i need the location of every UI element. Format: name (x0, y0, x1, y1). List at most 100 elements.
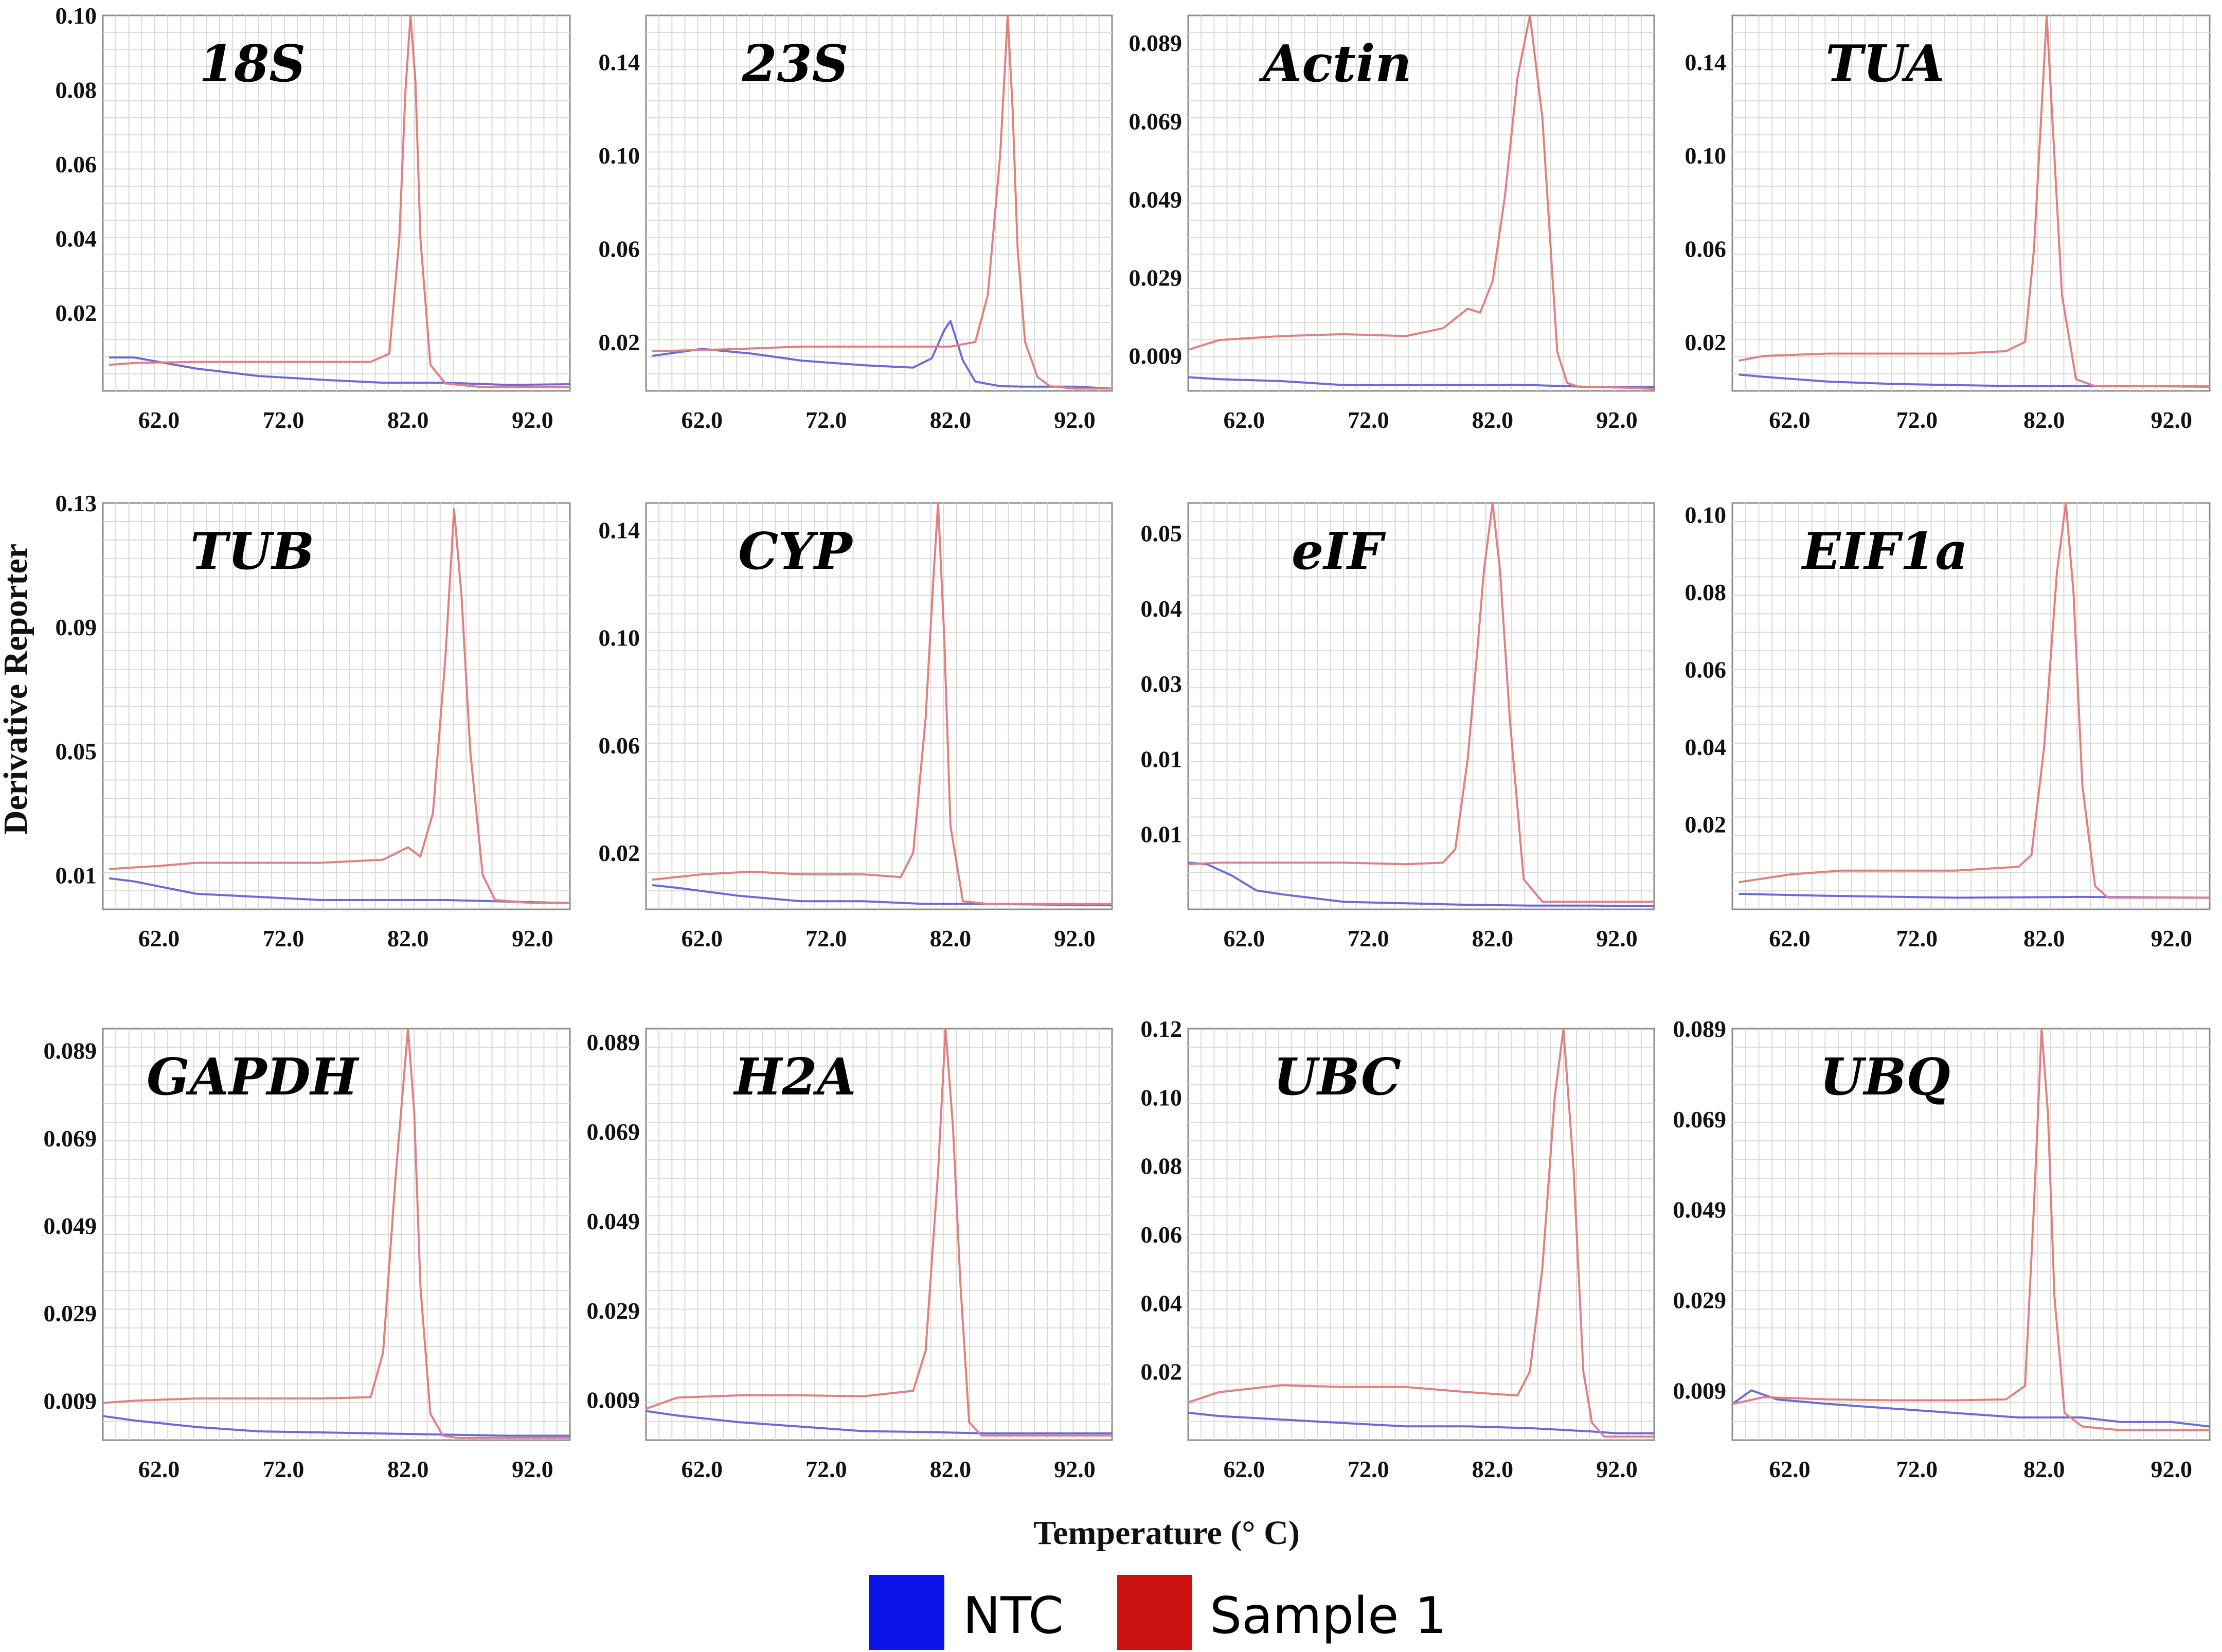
x-tick-label: 82.0 (2023, 407, 2065, 433)
gridlines (103, 15, 570, 391)
series-ntc (652, 320, 1113, 390)
y-tick-label: 0.029 (1673, 1287, 1727, 1313)
panel-h2a: 0.089 0.069 0.049 0.029 0.009 62.0 72.0 82.0 92.… (587, 1028, 1113, 1482)
y-tick-label: 0.009 (587, 1387, 640, 1413)
y-tick-label: 0.10 (599, 625, 640, 651)
y-tick-label: 0.06 (1141, 1222, 1182, 1248)
y-tick-label: 0.10 (1141, 1084, 1182, 1110)
y-tick-label: 0.089 (1673, 1016, 1727, 1042)
y-tick-label: 0.14 (1685, 49, 1727, 76)
gridlines (103, 1029, 570, 1440)
gridlines (646, 503, 1112, 909)
y-tick-label: 0.10 (599, 142, 640, 169)
series-ntc (646, 1410, 1112, 1434)
y-tick-label: 0.05 (56, 738, 97, 764)
y-tick-label: 0.069 (587, 1119, 640, 1145)
x-tick-label: 82.0 (930, 1456, 972, 1482)
y-tick-label: 0.02 (1685, 329, 1727, 355)
y-tick-label: 0.049 (1129, 186, 1182, 212)
x-tick-label: 82.0 (1472, 407, 1514, 433)
panel-ubq: 0.089 0.069 0.049 0.029 0.009 62.0 72.0 82.0 92.… (1673, 1016, 2211, 1482)
gene-label: H2A (733, 1048, 856, 1107)
y-tick-label: 0.049 (1673, 1197, 1727, 1223)
panel-tua: 0.14 0.10 0.06 0.02 62.0 72.0 82.0 92.0 TUA (1685, 14, 2211, 433)
gridlines (1732, 503, 2210, 909)
x-tick-label: 72.0 (263, 925, 304, 951)
panel-eif: 0.05 0.04 0.03 0.01 0.01 62.0 72.0 82.0 92.0 eIF (1141, 502, 1655, 951)
legend-swatch-ntc (869, 1575, 944, 1650)
y-tick-label: 0.10 (56, 3, 97, 29)
y-tick-label: 0.02 (1685, 811, 1727, 837)
gridlines (1188, 1029, 1654, 1440)
gridlines (1188, 15, 1654, 391)
panel-gapdh: 0.089 0.069 0.049 0.029 0.009 62.0 72.0 82.0 92.… (44, 1028, 571, 1482)
y-tick-label: 0.029 (1129, 264, 1182, 291)
x-tick-label: 62.0 (138, 1456, 180, 1482)
x-tick-label: 62.0 (1223, 1456, 1265, 1482)
series-sample-1 (1739, 14, 2210, 387)
series-ntc (109, 877, 570, 904)
y-tick-label: 0.13 (56, 490, 97, 516)
y-tick-label: 0.089 (44, 1038, 97, 1064)
x-tick-label: 72.0 (1348, 1456, 1389, 1482)
gene-label: TUA (1825, 34, 1944, 94)
series-ntc (1188, 376, 1654, 388)
gridlines (646, 15, 1112, 391)
y-tick-label: 0.08 (56, 77, 97, 103)
y-tick-label: 0.01 (56, 863, 97, 889)
y-tick-label: 0.05 (1141, 520, 1182, 547)
series-sample-1 (646, 1028, 1112, 1437)
y-tick-label: 0.08 (1685, 579, 1727, 605)
x-tick-label: 72.0 (805, 925, 847, 951)
y-tick-label: 0.01 (1141, 746, 1182, 772)
series-sample-1 (102, 1028, 570, 1439)
x-tick-label: 72.0 (1348, 925, 1389, 951)
y-tick-label: 0.009 (1673, 1377, 1727, 1404)
x-tick-label: 62.0 (1769, 1456, 1811, 1482)
series-sample-1 (1732, 1028, 2210, 1431)
x-tick-label: 72.0 (263, 1456, 304, 1482)
y-tick-label: 0.089 (587, 1029, 640, 1055)
x-tick-label: 72.0 (1896, 407, 1938, 433)
x-tick-label: 92.0 (2151, 925, 2193, 951)
y-tick-label: 0.029 (587, 1298, 640, 1324)
x-axis-label: Temperature (° C) (1033, 1514, 1300, 1552)
panel-ubc: 0.12 0.10 0.08 0.06 0.04 0.02 62.0 72.0 82.0 92.0… (1141, 1016, 1655, 1482)
y-tick-label: 0.08 (1141, 1153, 1182, 1179)
legend-label-ntc: NTC (963, 1587, 1064, 1645)
x-tick-label: 62.0 (681, 1456, 723, 1482)
x-tick-label: 62.0 (1223, 925, 1265, 951)
x-tick-label: 72.0 (1896, 925, 1938, 951)
y-tick-label: 0.04 (56, 226, 97, 252)
x-tick-label: 92.0 (1596, 925, 1638, 951)
series-ntc (102, 1415, 570, 1437)
y-tick-label: 0.069 (1129, 108, 1182, 134)
x-tick-label: 62.0 (1223, 407, 1265, 433)
legend: NTC Sample 1 (869, 1575, 1447, 1650)
gridlines (103, 503, 570, 909)
series-sample-1 (1188, 1028, 1654, 1438)
legend-swatch-sample-1 (1117, 1575, 1192, 1650)
panel-eif1a: 0.10 0.08 0.06 0.04 0.02 62.0 72.0 82.0 92.0 EIF1… (1685, 502, 2211, 951)
y-tick-label: 0.10 (1685, 502, 1727, 528)
x-tick-label: 92.0 (512, 407, 553, 433)
y-tick-label: 0.04 (1141, 1290, 1182, 1316)
y-tick-label: 0.02 (1141, 1359, 1182, 1385)
x-tick-label: 82.0 (387, 407, 429, 433)
x-tick-label: 72.0 (805, 407, 847, 433)
y-tick-label: 0.06 (1685, 657, 1727, 683)
panel-18s: 0.10 0.08 0.06 0.04 0.02 62.0 72.0 82.0 92.0 18S (56, 3, 571, 433)
x-tick-label: 92.0 (512, 1456, 553, 1482)
y-tick-label: 0.06 (1685, 236, 1727, 262)
gene-label: TUB (190, 522, 314, 581)
y-tick-label: 0.12 (1141, 1016, 1182, 1042)
x-tick-label: 62.0 (1769, 407, 1811, 433)
y-tick-label: 0.10 (1685, 142, 1727, 169)
y-tick-label: 0.04 (1141, 596, 1182, 622)
gridlines (1188, 503, 1654, 909)
series-sample-1 (652, 14, 1112, 390)
series-ntc (1188, 1411, 1654, 1434)
x-tick-label: 92.0 (2151, 1456, 2193, 1482)
